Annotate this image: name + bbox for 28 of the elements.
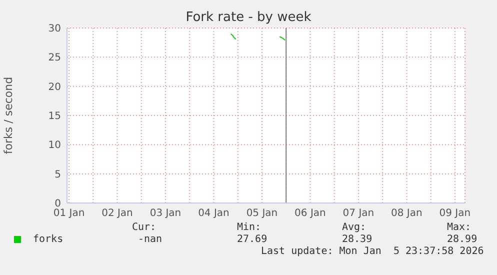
x-tick-label: 09 Jan [439,208,471,220]
y-tick-label: 5 [54,169,61,180]
x-tick-label: 03 Jan [150,208,182,220]
text: Avg: [342,222,366,233]
x-tick-label: 06 Jan [294,208,326,220]
y-tick-label: 10 [48,140,61,152]
y-tick-label: 15 [48,111,61,122]
x-tick-label: 07 Jan [342,208,374,220]
text: Cur: [132,222,156,233]
text: 27.69 [237,234,268,245]
chart-title: Fork rate - by week [184,10,312,25]
y-tick-label: 25 [48,52,61,64]
text: Min: [237,222,262,233]
text: 28.99 [447,234,478,245]
x-tick-label: 01 Jan [53,208,85,220]
text: Max: [447,222,472,233]
text: -nan [138,234,162,245]
text: 28.39 [342,234,372,245]
x-tick-label: 04 Jan [198,208,230,220]
y-axis-title: forks / second [2,76,15,154]
x-tick-label: 08 Jan [391,208,422,220]
x-tick-label: 05 Jan [246,208,278,220]
x-tick-label: 02 Jan [102,208,133,220]
y-tick-label: 20 [48,82,61,93]
text: Last update: Mon Jan 5 23:37:58 2026 [261,246,484,257]
y-tick-label: 30 [48,24,61,35]
legend-label: forks [33,234,64,245]
y-tick-label: 0 [54,198,61,210]
